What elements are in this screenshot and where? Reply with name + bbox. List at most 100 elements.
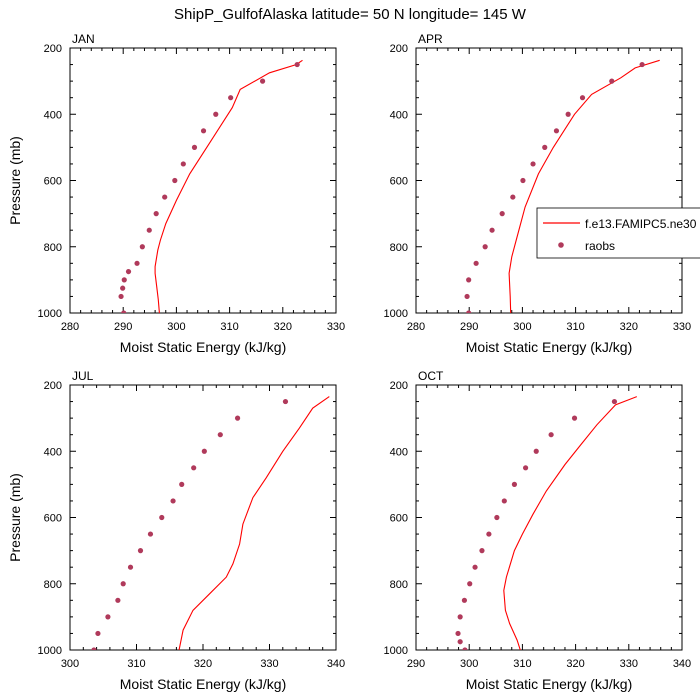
raobs-point [522, 465, 529, 471]
raobs-point [482, 244, 488, 250]
raobs-point [134, 260, 140, 266]
x-tick-label: 310 [566, 321, 584, 333]
x-axis-label: Moist Static Energy (kJ/kg) [120, 676, 287, 692]
x-tick-label: 330 [260, 658, 278, 670]
panel-jan: JAN 280 290 300 310 320 330 200 400 600 800 1000 Moi… [7, 32, 345, 355]
plot-area [91, 396, 330, 650]
raobs-point [153, 211, 159, 217]
plot-frame [415, 384, 683, 651]
raobs-point [542, 144, 548, 150]
panel-jul: JUL 300 310 320 330 340 200 400 600 800 1000 Moist … [7, 369, 345, 692]
raobs-point [118, 293, 124, 300]
plot-area [464, 59, 660, 313]
raobs-point [146, 227, 152, 233]
panel-label: APR [418, 32, 443, 46]
raobs-point [457, 614, 463, 620]
raobs-point [467, 581, 473, 587]
raobs-point [139, 244, 145, 250]
model-series-line [154, 59, 303, 313]
raobs-point [200, 128, 207, 134]
raobs-point [639, 61, 645, 68]
raobs-point [501, 498, 507, 504]
y-axis-label: Pressure (mb) [7, 136, 23, 225]
legend-model-label: f.e13.FAMIPC5.ne30 [585, 217, 697, 231]
y-tick-label: 1000 [38, 645, 62, 657]
raobs-point [464, 293, 470, 300]
y-tick-label: 400 [390, 109, 408, 121]
panel-label: JUL [72, 369, 94, 383]
x-tick-label: 320 [194, 658, 212, 670]
raobs-point [105, 614, 111, 620]
y-tick-label: 800 [44, 579, 62, 591]
x-tick-label: 330 [620, 658, 638, 670]
y-tick-label: 400 [390, 446, 408, 458]
x-tick-label: 300 [460, 658, 478, 670]
raobs-point [191, 144, 198, 150]
raobs-point [533, 448, 539, 454]
model-series-line [178, 396, 330, 650]
x-tick-label: 290 [114, 321, 132, 333]
raobs-point [201, 448, 207, 454]
panel-apr: APR 280 290 300 310 320 330 200 400 600 800 1000 Moi… [384, 32, 692, 355]
model-series-line [503, 396, 637, 650]
legend-obs-swatch [558, 242, 564, 248]
panel-label: OCT [418, 369, 444, 383]
raobs-point [472, 564, 478, 570]
raobs-point [172, 177, 178, 184]
raobs-point [259, 78, 266, 84]
raobs-point [611, 398, 618, 405]
raobs-point [191, 465, 197, 471]
raobs-point [489, 227, 495, 233]
x-tick-label: 330 [673, 321, 691, 333]
raobs-point [162, 194, 168, 200]
raobs-point [228, 95, 234, 101]
plot-frame [415, 47, 683, 314]
x-tick-label: 320 [274, 321, 292, 333]
raobs-point [121, 277, 127, 283]
raobs-point [510, 194, 516, 200]
raobs-point [147, 531, 154, 537]
x-tick-label: 310 [127, 658, 145, 670]
x-tick-label: 280 [407, 321, 425, 333]
x-tick-label: 320 [566, 658, 584, 670]
x-axis-label: Moist Static Energy (kJ/kg) [466, 339, 633, 355]
raobs-point [455, 630, 461, 637]
raobs-point [479, 548, 485, 554]
raobs-point [213, 111, 219, 117]
raobs-point [466, 277, 472, 283]
panel-oct: OCT 290 300 310 320 330 340 200 400 600 800 1000 Moi… [384, 369, 692, 692]
raobs-point [499, 211, 505, 217]
raobs-point [511, 481, 518, 487]
x-tick-label: 330 [327, 321, 345, 333]
raobs-point [179, 481, 185, 487]
y-tick-label: 200 [390, 43, 408, 55]
x-tick-label: 340 [673, 658, 691, 670]
raobs-point [180, 161, 186, 167]
raobs-point [121, 310, 127, 313]
x-tick-label: 300 [513, 321, 531, 333]
y-tick-label: 200 [44, 380, 62, 392]
x-tick-label: 310 [220, 321, 238, 333]
raobs-point [120, 285, 126, 291]
raobs-point [91, 647, 97, 650]
x-tick-label: 290 [460, 321, 478, 333]
raobs-point [461, 597, 468, 603]
plot-area [455, 396, 637, 650]
raobs-point [520, 177, 526, 184]
y-tick-label: 600 [390, 513, 408, 525]
y-tick-label: 1000 [384, 308, 408, 320]
y-tick-label: 1000 [38, 308, 62, 320]
raobs-point [462, 647, 468, 650]
plot-frame [69, 47, 337, 314]
raobs-point [571, 415, 578, 421]
x-axis-label: Moist Static Energy (kJ/kg) [466, 676, 633, 692]
y-axis-label: Pressure (mb) [7, 473, 23, 562]
x-tick-label: 320 [620, 321, 638, 333]
y-tick-label: 600 [44, 513, 62, 525]
raobs-point [530, 161, 536, 167]
raobs-point [473, 260, 479, 266]
plot-frame [69, 384, 337, 651]
raobs-point [95, 630, 101, 637]
x-tick-label: 280 [61, 321, 79, 333]
y-tick-label: 400 [44, 446, 62, 458]
